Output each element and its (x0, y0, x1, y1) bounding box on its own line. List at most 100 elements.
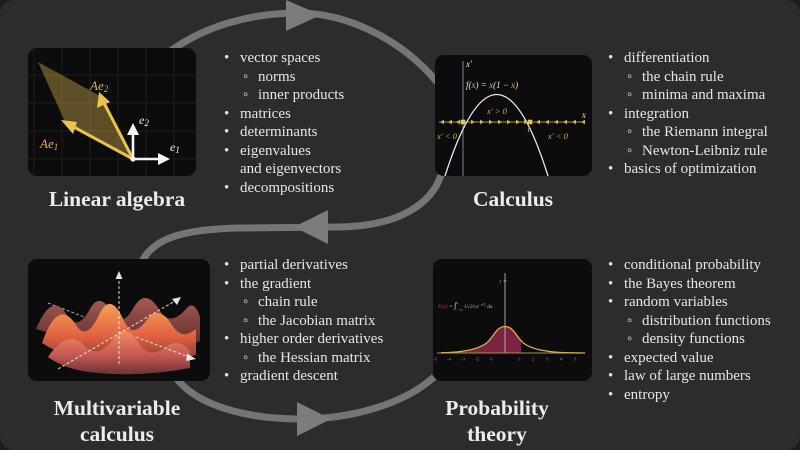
topic-list-multivariable-calculus: • partial derivatives • the gradient ◦ chain … (224, 256, 416, 386)
svg-text:3: 3 (546, 357, 549, 362)
list-item-label: random variables (624, 294, 728, 310)
axis-arrows (57, 277, 190, 370)
list-item: • the gradient (224, 275, 416, 294)
bullet-icon: • (224, 142, 230, 159)
list-item: • determinants (224, 123, 414, 142)
list-item: • random variables (608, 293, 800, 312)
section-title-calculus: Calculus (472, 187, 554, 211)
shaded-cdf-area (445, 326, 521, 353)
topic-list-linear-algebra: • vector spaces ◦ norms ◦ inner products • matr… (224, 49, 414, 197)
list-item-label: conditional probability (624, 257, 762, 273)
bullet-icon: • (608, 50, 614, 66)
list-item: • differentiation (608, 49, 800, 68)
list-item: ◦ minima and maxima (627, 86, 800, 105)
cdf-formula: F(x) = ∫x−∞ 1∕√2π e−x²∕2 dx (437, 301, 493, 312)
list-item-label: basics of optimization (624, 161, 757, 177)
basis-vector-e1 (133, 153, 170, 165)
region-negative-right-label: x′ < 0 (547, 131, 569, 141)
svg-text:4: 4 (560, 357, 563, 362)
region-negative-left-label: x′ < 0 (436, 131, 458, 141)
list-item: ◦ Newton-Leibniz rule (627, 142, 800, 161)
bullet-icon: • (224, 368, 230, 384)
list-item: • conditional probability (608, 256, 800, 275)
unit-tick-label: 1 (527, 128, 530, 134)
svg-text:-5: -5 (433, 357, 437, 362)
list-item: ◦ the chain rule (627, 68, 800, 87)
list-item: • gradient descent (224, 367, 416, 386)
bullet-icon: • (224, 257, 230, 273)
calculus-figure: x′ f(x) = x(1 − x) x′ > 0 x′ < 0 x′ < 0 … (435, 55, 592, 176)
list-item: ◦ inner products (243, 86, 414, 105)
list-item: ◦ density functions (627, 330, 800, 349)
bullet-icon: • (224, 331, 230, 347)
open-bullet-icon: ◦ (627, 331, 633, 347)
list-item: • integration (608, 105, 800, 124)
list-item: ◦ the Hessian matrix (243, 349, 416, 368)
list-item-label: the Bayes theorem (624, 275, 736, 292)
open-bullet-icon: ◦ (243, 68, 249, 85)
label-e2: e2 (139, 113, 149, 128)
svg-text:-4: -4 (447, 357, 451, 362)
list-item: • higher order derivatives (224, 330, 416, 349)
list-item-label: norms (258, 68, 296, 85)
list-item: • entropy (608, 386, 800, 405)
list-item-label: the Hessian matrix (258, 349, 371, 366)
label-Ae1: Ae1 (39, 136, 58, 152)
list-item: • eigenvalues and eigenvectors (224, 142, 414, 179)
list-item-label: the gradient (240, 275, 312, 292)
open-bullet-icon: ◦ (627, 312, 633, 329)
list-item-label: the chain rule (642, 68, 724, 85)
open-bullet-icon: ◦ (627, 142, 633, 159)
bullet-icon: • (224, 275, 230, 292)
basis-vector-e2 (127, 123, 139, 159)
svg-text:-3: -3 (461, 357, 465, 362)
vector-Ae1 (61, 120, 134, 161)
slope-markers (440, 119, 585, 125)
list-item: ◦ the Jacobian matrix (243, 312, 416, 331)
list-item-label: differentiation (624, 50, 710, 66)
bullet-icon: • (608, 349, 614, 366)
list-item: • vector spaces (224, 49, 414, 68)
list-item-label: density functions (642, 331, 745, 347)
bullet-icon: • (224, 179, 230, 196)
parabola-curve (444, 94, 549, 176)
bullet-icon: • (608, 257, 614, 273)
function-formula: f(x) = x(1 − x) (466, 80, 518, 90)
open-bullet-icon: ◦ (243, 87, 249, 103)
open-bullet-icon: ◦ (627, 124, 633, 140)
open-bullet-icon: ◦ (627, 68, 633, 85)
section-title-linear-algebra: Linear algebra (48, 187, 186, 211)
list-item-label: distribution functions (642, 312, 771, 329)
list-item: • law of large numbers (608, 367, 800, 386)
bullet-icon: • (608, 275, 614, 292)
list-item-label: chain rule (258, 294, 318, 310)
open-bullet-icon: ◦ (627, 87, 633, 103)
list-item: • the Bayes theorem (608, 275, 800, 294)
list-item: • matrices (224, 105, 414, 124)
list-item-label: entropy (624, 386, 670, 403)
list-item-label: gradient descent (240, 368, 338, 384)
svg-text:2: 2 (532, 357, 534, 362)
open-bullet-icon: ◦ (243, 349, 249, 366)
topic-list-probability-theory: • conditional probability • the Bayes theor… (608, 256, 800, 404)
gaussian-curve (440, 325, 586, 354)
bullet-icon: • (224, 105, 230, 122)
bullet-icon: • (608, 368, 614, 384)
svg-text:1: 1 (518, 357, 520, 362)
bullet-icon: • (608, 294, 614, 310)
list-item-label: inner products (258, 87, 345, 103)
y-axis-label: x′ (465, 59, 473, 69)
list-item-label: vector spaces (240, 50, 321, 66)
svg-text:5: 5 (574, 357, 577, 362)
list-item-label: partial derivatives (240, 257, 348, 273)
list-item-label: minima and maxima (642, 87, 766, 103)
bullet-icon: • (608, 386, 614, 403)
prob-x-ticks: -5 -4 -3 -2 -1 1 2 3 4 5 (433, 357, 577, 362)
list-item-label: decompositions (240, 179, 335, 196)
root-1-marker (527, 119, 533, 125)
linear-algebra-figure: Ae2 Ae1 e2 e1 (28, 48, 196, 176)
list-item: • partial derivatives (224, 256, 416, 275)
list-item-label: integration (624, 105, 689, 122)
list-item: • decompositions (224, 179, 414, 198)
vector-Ae2 (97, 92, 135, 160)
